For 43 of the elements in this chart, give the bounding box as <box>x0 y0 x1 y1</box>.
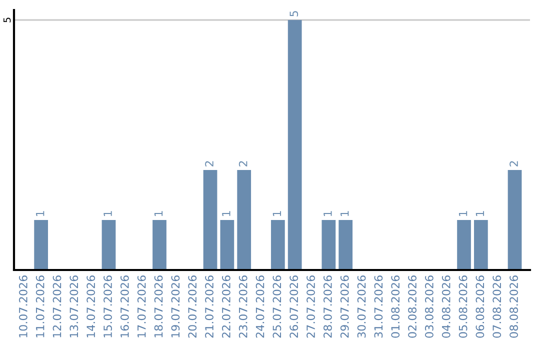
data-label: 1 <box>476 211 484 216</box>
data-label: 1 <box>36 211 44 216</box>
data-label: 2 <box>510 161 518 166</box>
x-tick-label: 18.07.2026 <box>154 276 163 338</box>
x-tick-label: 31.07.2026 <box>374 276 383 338</box>
x-tick-label: 24.07.2026 <box>256 276 264 338</box>
data-label: 1 <box>458 211 468 216</box>
data-label: 1 <box>324 211 332 216</box>
data-label: 2 <box>238 161 248 166</box>
data-label: 1 <box>104 211 112 216</box>
x-tick-label: 14.07.2026 <box>86 276 96 338</box>
data-label: 1 <box>340 211 349 216</box>
data-label: 1 <box>154 211 163 216</box>
x-tick-label: 05.08.2026 <box>458 276 468 338</box>
x-tick-label: 08.08.2026 <box>510 276 518 338</box>
x-tick-label: 06.08.2026 <box>476 276 484 338</box>
x-tick-label: 23.07.2026 <box>238 276 248 338</box>
x-tick-label: 20.07.2026 <box>188 276 197 338</box>
x-tick-label: 04.08.2026 <box>442 276 450 338</box>
x-tick-label: 12.07.2026 <box>52 276 62 338</box>
x-tick-label: 13.07.2026 <box>70 276 78 338</box>
data-label: 5 <box>290 11 298 16</box>
x-tick-label: 21.07.2026 <box>205 276 214 338</box>
x-tick-label: 26.07.2026 <box>290 276 298 338</box>
x-tick-label: 07.08.2026 <box>492 276 502 338</box>
x-tick-label: 15.07.2026 <box>104 276 112 338</box>
x-tick-label: 30.07.2026 <box>357 276 366 338</box>
x-tick-label: 02.08.2026 <box>408 276 416 338</box>
x-tick-label: 01.08.2026 <box>391 276 400 338</box>
data-label: 2 <box>205 161 214 166</box>
x-tick-label: 27.07.2026 <box>306 276 315 338</box>
x-tick-label: 29.07.2026 <box>340 276 349 338</box>
x-tick-label: 17.07.2026 <box>137 276 146 338</box>
x-tick-label: 22.07.2026 <box>222 276 230 338</box>
x-tick-label: 28.07.2026 <box>323 276 332 338</box>
x-tick-label: 19.07.2026 <box>171 276 180 338</box>
data-label: 1 <box>222 211 230 216</box>
x-tick-label: 11.07.2026 <box>36 276 44 338</box>
x-tick-label: 16.07.2026 <box>120 276 129 338</box>
x-tick-label: 25.07.2026 <box>272 276 282 338</box>
x-tick-label: 03.08.2026 <box>425 276 434 338</box>
x-tick-label: 10.07.2026 <box>18 276 28 338</box>
data-label: 1 <box>272 211 281 216</box>
